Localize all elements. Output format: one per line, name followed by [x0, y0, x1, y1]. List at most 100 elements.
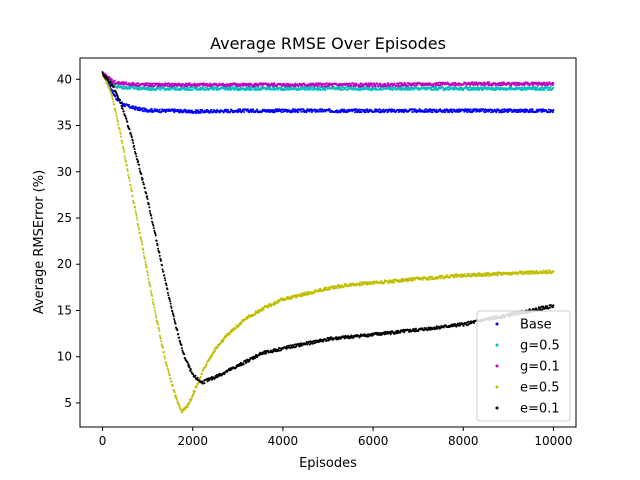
point-g-0-1	[538, 81, 541, 84]
point-e-0-5	[154, 312, 157, 315]
point-e-0-1	[278, 347, 281, 350]
point-e-0-5	[552, 270, 555, 273]
point-e-0-5	[119, 130, 122, 133]
point-base	[269, 110, 272, 113]
point-e-0-1	[149, 212, 152, 215]
point-e-0-5	[179, 407, 182, 410]
point-g-0-1	[347, 85, 350, 87]
point-g-0-5	[277, 88, 280, 91]
point-e-0-1	[322, 340, 325, 343]
point-e-0-1	[186, 362, 189, 364]
point-e-0-1	[138, 167, 141, 170]
point-e-0-5	[520, 270, 523, 273]
point-e-0-5	[135, 214, 138, 216]
point-e-0-5	[160, 343, 163, 346]
point-e-0-1	[173, 318, 176, 321]
point-e-0-1	[137, 160, 140, 163]
point-e-0-1	[132, 142, 135, 144]
point-e-0-5	[153, 306, 156, 309]
point-e-0-1	[473, 322, 476, 324]
point-e-0-5	[140, 239, 143, 242]
point-e-0-1	[216, 376, 219, 379]
point-e-0-1	[169, 302, 172, 305]
point-e-0-5	[131, 194, 134, 197]
point-e-0-1	[163, 274, 166, 277]
point-e-0-5	[496, 274, 499, 277]
point-e-0-5	[205, 362, 208, 365]
point-e-0-5	[151, 298, 154, 301]
point-e-0-5	[141, 247, 144, 250]
point-base	[256, 108, 259, 111]
point-e-0-5	[116, 117, 118, 120]
point-e-0-1	[120, 102, 122, 105]
point-e-0-5	[225, 336, 228, 339]
point-e-0-5	[137, 226, 140, 229]
point-g-0-1	[368, 82, 370, 85]
point-e-0-5	[132, 199, 135, 202]
point-g-0-1	[471, 81, 474, 84]
point-g-0-1	[532, 84, 535, 87]
point-e-0-5	[387, 281, 390, 284]
point-base	[212, 111, 214, 114]
point-e-0-5	[216, 346, 219, 349]
point-e-0-5	[141, 243, 144, 246]
point-g-0-5	[543, 89, 546, 91]
point-e-0-5	[464, 273, 467, 276]
point-e-0-1	[184, 357, 187, 360]
point-g-0-5	[391, 89, 394, 91]
point-g-0-5	[324, 89, 327, 91]
point-e-0-5	[427, 278, 430, 281]
point-e-0-5	[144, 263, 147, 266]
point-base	[226, 108, 229, 111]
point-e-0-1	[166, 288, 169, 291]
point-base	[132, 105, 135, 108]
point-e-0-1	[425, 327, 428, 330]
point-e-0-5	[119, 132, 122, 135]
point-g-0-5	[212, 88, 215, 91]
point-e-0-5	[166, 365, 168, 367]
point-e-0-5	[168, 374, 171, 377]
point-e-0-5	[421, 278, 424, 281]
point-e-0-1	[189, 368, 192, 371]
point-e-0-1	[143, 187, 146, 190]
point-g-0-1	[386, 84, 389, 87]
point-g-0-1	[374, 85, 377, 88]
point-g-0-5	[191, 89, 194, 91]
point-base	[215, 111, 218, 114]
point-e-0-5	[146, 271, 149, 274]
point-e-0-5	[278, 300, 281, 303]
point-g-0-1	[543, 81, 545, 84]
point-e-0-5	[355, 284, 358, 287]
point-base	[158, 108, 161, 111]
point-e-0-1	[168, 298, 171, 301]
point-g-0-5	[301, 88, 304, 90]
point-base	[189, 109, 191, 112]
point-g-0-1	[222, 82, 225, 85]
point-e-0-1	[150, 214, 153, 217]
point-base	[243, 111, 246, 113]
point-base	[444, 111, 447, 114]
point-g-0-1	[379, 82, 382, 85]
point-g-0-5	[435, 86, 438, 89]
point-e-0-5	[123, 150, 126, 153]
point-e-0-5	[151, 294, 154, 297]
point-e-0-1	[153, 229, 156, 232]
point-g-0-1	[257, 84, 260, 87]
point-e-0-5	[158, 334, 161, 337]
point-g-0-1	[125, 81, 128, 84]
point-e-0-1	[134, 150, 136, 153]
point-e-0-1	[105, 78, 108, 80]
point-base	[439, 108, 442, 111]
point-base	[328, 108, 331, 111]
point-e-0-1	[135, 155, 138, 158]
point-g-0-1	[552, 82, 555, 85]
point-e-0-5	[140, 241, 143, 244]
point-e-0-1	[194, 374, 197, 377]
point-e-0-5	[149, 289, 152, 292]
point-e-0-5	[162, 346, 164, 349]
point-e-0-5	[126, 168, 129, 170]
point-g-0-1	[137, 82, 140, 85]
point-e-0-1	[164, 279, 167, 282]
point-g-0-5	[299, 88, 302, 91]
point-g-0-5	[340, 89, 343, 91]
